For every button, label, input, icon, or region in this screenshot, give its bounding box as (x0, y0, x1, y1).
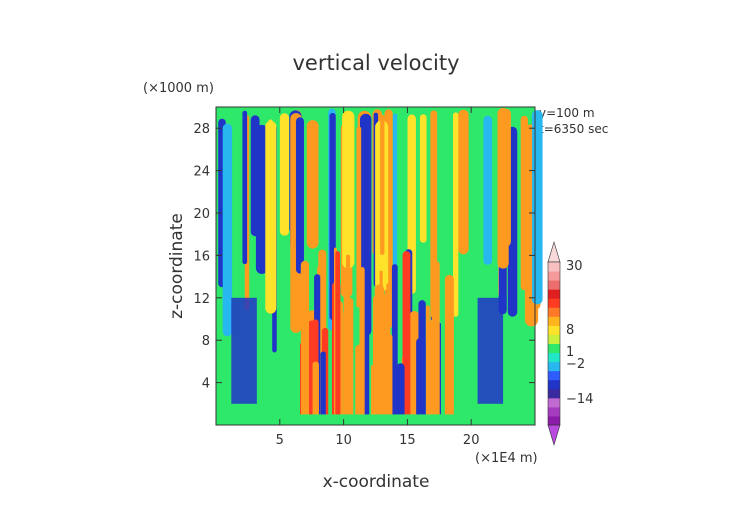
chart-title: vertical velocity (292, 51, 459, 75)
field-boundary-layer (216, 414, 535, 425)
field-plume (242, 110, 248, 265)
colorbar-swatch (548, 262, 560, 272)
plot-frame (215, 106, 536, 426)
colorbar-frame (547, 261, 561, 426)
colorbar-extend-top (547, 240, 561, 263)
colorbar-swatch (548, 361, 560, 372)
field-plume (279, 113, 290, 236)
field-plume (356, 126, 362, 308)
colorbar-swatch (548, 370, 560, 381)
field-plume (483, 115, 492, 265)
field-plume (268, 119, 273, 249)
field-plume (531, 110, 543, 305)
field-core-streak (340, 310, 344, 425)
colorbar-label: 8 (566, 323, 574, 338)
colorbar-swatch (548, 280, 560, 290)
field-plume (501, 108, 511, 247)
annotation-y: y=100 m (539, 106, 595, 120)
y-tick-label: 24 (193, 165, 210, 180)
colorbar-swatch (548, 298, 560, 308)
field-core-streak (396, 363, 405, 425)
y-axis-label: z-coordinate (167, 213, 187, 319)
field-plume (392, 113, 398, 273)
colorbar-label: 30 (566, 259, 583, 274)
x-tick-label: 15 (399, 433, 416, 448)
field-core-streak (312, 361, 319, 425)
field-core-streak (425, 305, 430, 425)
field-plume (250, 115, 260, 237)
field-core-streak (301, 337, 305, 425)
colorbar-swatch (548, 379, 560, 390)
field-core-streak (444, 274, 454, 425)
colorbar-swatch (548, 388, 560, 399)
colorbar-label: −14 (566, 392, 593, 407)
field-plume (306, 120, 319, 249)
y-tick-label: 28 (193, 122, 210, 137)
colorbar-swatch (548, 289, 560, 299)
x-axis-label: x-coordinate (323, 472, 430, 492)
field-core-streak (431, 260, 440, 425)
annotation-time: t=6350 sec (539, 122, 608, 136)
colorbar-swatch (548, 307, 560, 317)
field-plume (380, 114, 385, 256)
colorbar-swatch (548, 406, 560, 417)
field-core-streak (383, 323, 391, 425)
field-core-streak (366, 290, 370, 425)
colorbar: 30 8 1−2 −14 (547, 240, 593, 447)
y-tick-label: 20 (193, 207, 210, 222)
field-plume (295, 117, 304, 274)
colorbar-label: 1 (566, 345, 574, 360)
field-core-streak (373, 295, 382, 425)
y-tick-label: 8 (202, 334, 210, 349)
y-tick-label: 16 (193, 249, 210, 264)
colorbar-swatch (548, 316, 560, 326)
colorbar-swatch (548, 325, 560, 335)
colorbar-swatch (548, 334, 560, 344)
x-tick-label: 20 (463, 433, 480, 448)
y-axis: 4 8 12 16 20 24 28 (193, 122, 535, 392)
field-plume (458, 109, 469, 255)
field-core-streak (355, 344, 364, 425)
field-side-band (477, 297, 504, 404)
colorbar-swatch (548, 415, 560, 426)
colorbar-swatch (548, 352, 560, 363)
colorbar-swatch (548, 343, 560, 354)
field-core-streak (388, 334, 393, 425)
x-tick-label: 10 (335, 433, 352, 448)
field-side-band (231, 297, 257, 404)
field-core-streak (416, 337, 426, 425)
field-plume (419, 114, 427, 243)
field-plume (407, 114, 416, 294)
colorbar-extend-bottom (547, 424, 561, 447)
field-plume (342, 110, 355, 269)
y-unit-label: (×1000 m) (143, 81, 214, 96)
field-core-streak (345, 305, 350, 425)
colorbar-swatch (548, 397, 560, 408)
x-axis: 5 10 15 20 (276, 107, 480, 448)
field-core-streak (391, 264, 398, 425)
colorbar-swatch (548, 271, 560, 281)
y-tick-label: 4 (202, 377, 210, 392)
velocity-field (216, 107, 543, 425)
colorbar-label: −2 (566, 357, 585, 372)
x-unit-label: (×1E4 m) (475, 451, 538, 466)
y-tick-label: 12 (193, 292, 210, 307)
field-core-streak (335, 251, 341, 425)
x-tick-label: 5 (276, 433, 284, 448)
field-plume (222, 123, 233, 337)
field-plume (453, 112, 459, 317)
field-core-streak (320, 351, 326, 425)
